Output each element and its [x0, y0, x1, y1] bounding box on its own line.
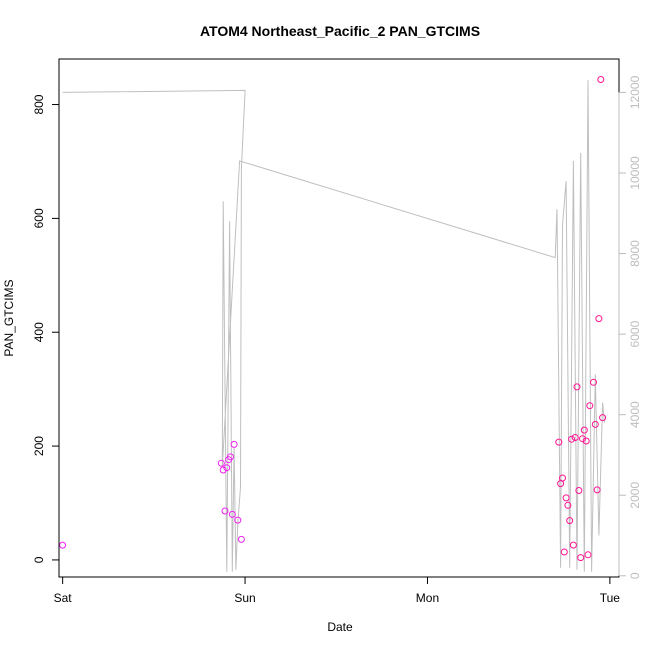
data-point-32: [595, 315, 603, 323]
x-tick-label-3: Tue: [600, 591, 621, 605]
y2-tick-label-0: 0: [628, 572, 642, 579]
x-tick-label-1: Sun: [234, 591, 255, 605]
data-point-23: [577, 554, 585, 562]
series-line: [62, 80, 605, 572]
data-point-20: [571, 434, 579, 441]
x-axis-label: Date: [327, 620, 353, 634]
data-point-15: [562, 494, 570, 502]
data-point-6: [227, 453, 234, 461]
data-point-7: [228, 510, 236, 518]
y2-tick-label-5: 10000: [628, 156, 642, 190]
chart-title: ATOM4 Northeast_Pacific_2 PAN_GTCIMS: [200, 23, 480, 39]
data-point-28: [586, 402, 594, 410]
data-point-3: [221, 507, 229, 515]
series-line-layer: [62, 80, 605, 572]
points-layer: [59, 76, 607, 562]
data-point-10: [237, 535, 245, 543]
plot-frame: [58, 58, 620, 578]
data-point-24: [579, 435, 586, 443]
data-point-18: [568, 435, 576, 443]
y2-tick-label-4: 8000: [628, 240, 642, 267]
y2-tick-label-6: 12000: [628, 75, 642, 109]
y-tick-label-0: 0: [32, 556, 46, 563]
x-axis: Sat Sun Mon Tue: [54, 576, 621, 605]
data-point-9: [234, 516, 242, 524]
data-point-2: [219, 466, 227, 474]
data-point-21: [573, 383, 581, 391]
y-tick-label-3: 600: [32, 208, 46, 228]
data-point-34: [599, 414, 607, 422]
data-point-1: [217, 459, 225, 467]
x-tick-label-2: Mon: [416, 591, 439, 605]
data-point-25: [580, 426, 588, 434]
data-point-14: [560, 548, 568, 556]
y2-tick-label-2: 4000: [628, 401, 642, 428]
y-axis-label: PAN_GTCIMS: [2, 279, 16, 356]
data-point-17: [566, 517, 574, 525]
data-point-22: [575, 487, 583, 494]
y-axis-right: 0 2000 4000 6000 8000 10000 12000: [618, 75, 642, 579]
data-point-30: [591, 420, 599, 428]
data-point-4: [223, 464, 231, 472]
y-axis-left: 0 200 400 600 800: [32, 94, 60, 563]
data-point-0: [59, 541, 67, 549]
data-point-13: [559, 474, 566, 482]
data-point-8: [230, 440, 238, 448]
y2-tick-label-3: 6000: [628, 320, 642, 347]
y-tick-label-2: 400: [32, 322, 46, 342]
data-point-26: [582, 437, 590, 445]
data-point-11: [555, 438, 563, 446]
data-point-33: [597, 76, 605, 83]
y2-tick-label-1: 2000: [628, 482, 642, 509]
data-point-29: [590, 378, 597, 386]
data-point-27: [584, 551, 592, 559]
data-point-31: [593, 486, 601, 494]
y-tick-label-4: 800: [32, 94, 46, 114]
x-tick-label-0: Sat: [54, 591, 73, 605]
data-point-16: [564, 501, 572, 509]
y-tick-label-1: 200: [32, 436, 46, 456]
data-point-19: [569, 541, 577, 549]
